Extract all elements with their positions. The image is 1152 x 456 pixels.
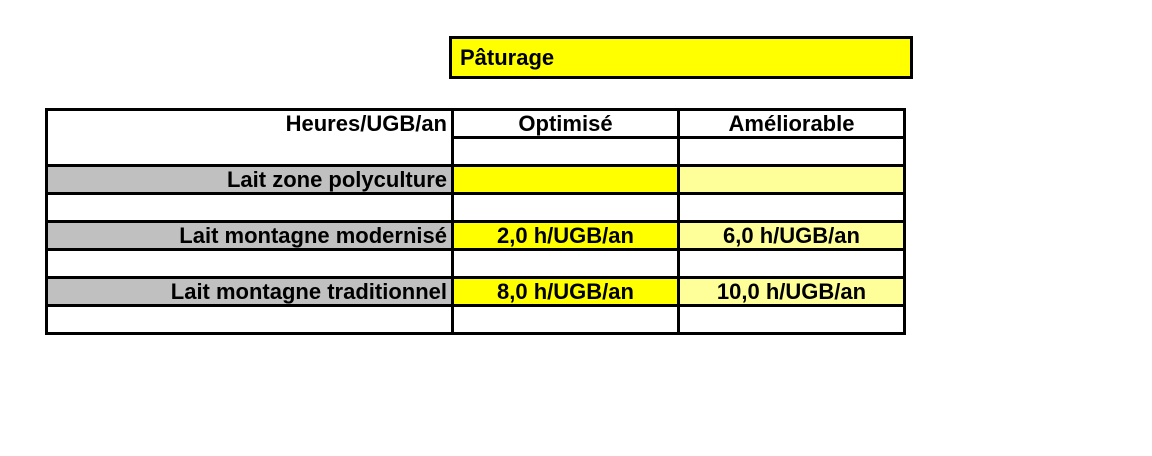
- spacer-row: [45, 304, 906, 335]
- table-container: Heures/UGB/an Optimisé Améliorable Lait …: [45, 108, 906, 335]
- spacer-cell: [45, 248, 454, 279]
- row-label-cell: Lait montagne modernisé: [45, 220, 454, 251]
- header-label-cell: Heures/UGB/an: [45, 108, 454, 138]
- spacer-cell: [45, 137, 454, 167]
- spacer-cell: [45, 304, 454, 335]
- spacer-row: [45, 192, 906, 223]
- spacer-cell: [677, 136, 906, 167]
- optimise-value-cell: [451, 164, 680, 195]
- data-table: Heures/UGB/an Optimisé Améliorable Lait …: [45, 108, 906, 335]
- spacer-cell: [451, 136, 680, 167]
- spacer-cell: [45, 192, 454, 223]
- row-label-cell: Lait zone polyculture: [45, 164, 454, 195]
- header-ameliorable-cell: Améliorable: [677, 108, 906, 139]
- optimise-value-cell: 8,0 h/UGB/an: [451, 276, 680, 307]
- title-box: Pâturage: [449, 36, 913, 79]
- table-row: Lait montagne traditionnel 8,0 h/UGB/an …: [45, 276, 906, 307]
- spacer-cell: [451, 248, 680, 279]
- ameliorable-value-cell: [677, 164, 906, 195]
- spacer-row: [45, 248, 906, 279]
- ameliorable-value-cell: 10,0 h/UGB/an: [677, 276, 906, 307]
- optimise-value-cell: 2,0 h/UGB/an: [451, 220, 680, 251]
- table-row: Lait montagne modernisé 2,0 h/UGB/an 6,0…: [45, 220, 906, 251]
- header-optimise-cell: Optimisé: [451, 108, 680, 139]
- table-row: Lait zone polyculture: [45, 164, 906, 195]
- page-title: Pâturage: [460, 44, 555, 70]
- spacer-cell: [677, 304, 906, 335]
- row-label-cell: Lait montagne traditionnel: [45, 276, 454, 307]
- spacer-cell: [451, 192, 680, 223]
- spacer-cell: [677, 192, 906, 223]
- table-header-row: Heures/UGB/an Optimisé Améliorable: [45, 108, 906, 139]
- spacer-row: [45, 136, 906, 167]
- spacer-cell: [677, 248, 906, 279]
- ameliorable-value-cell: 6,0 h/UGB/an: [677, 220, 906, 251]
- spacer-cell: [451, 304, 680, 335]
